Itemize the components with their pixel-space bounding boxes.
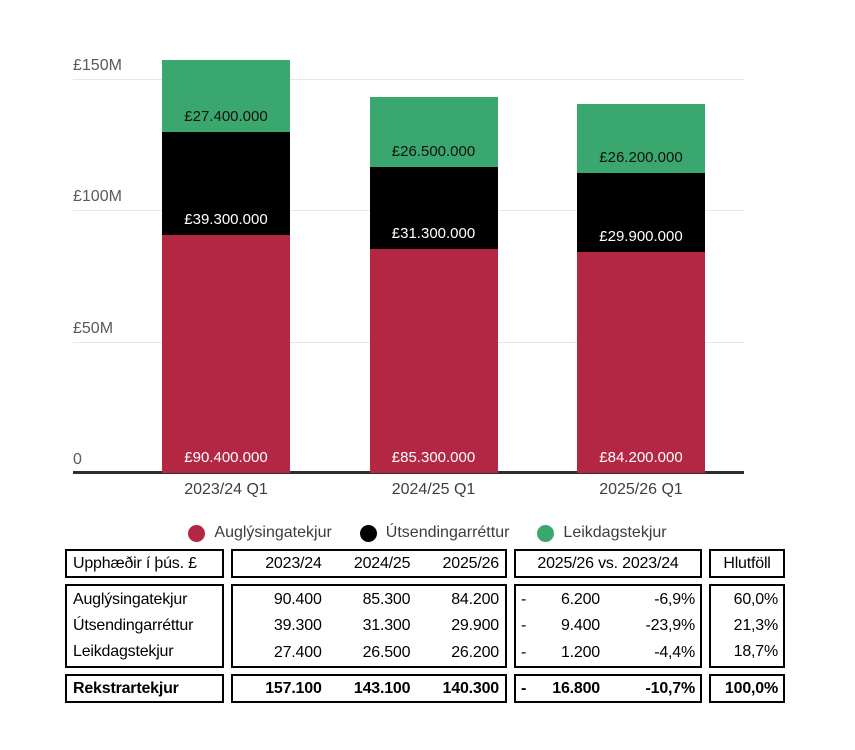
comparison-header: 2025/26 vs. 2023/24 [537,554,679,572]
bar-segment-utsendingarrettur[interactable]: £39.300.000 [162,132,290,236]
bar-value-label: £84.200.000 [599,448,683,466]
cell-value: 85.300 [362,591,411,609]
ratio-value: 21,3% [733,617,779,634]
table-body-ratios: 60,0% 21,3% 18,7% [709,584,785,668]
bar-segment-leikdagstekjur[interactable]: £27.400.000 [162,60,290,133]
year-header: 2023/24 [265,554,322,572]
row-label: Útsendingarréttur [73,617,194,634]
delta-sign: - [521,643,527,661]
legend-dot-icon [359,524,377,542]
bar-value-label: £29.900.000 [599,227,683,245]
cell-value: 29.900 [451,617,499,635]
legend-item-utsendingarrettur[interactable]: Útsendingarréttur [359,524,510,542]
bar-segment-utsendingarrettur[interactable]: £31.300.000 [369,166,498,249]
table-total-label: Rekstrartekjur [65,674,224,703]
cell-value: 27.400 [273,643,322,661]
x-axis-tick-label: 2025/26 Q1 [599,481,683,498]
stacked-bar: £26.500.000 £31.300.000 £85.300.000 [369,96,498,473]
bar-value-label: £26.200.000 [599,149,683,167]
total-ratio-value: 100,0% [724,679,778,697]
legend-dot-icon [537,524,555,542]
bar-value-label: £39.300.000 [184,211,268,229]
bar-segment-auglysingatekjur[interactable]: £84.200.000 [577,251,705,473]
bar-value-label: £85.300.000 [391,448,476,466]
ratio-header: Hlutföll [723,554,771,572]
bar-segment-leikdagstekjur[interactable]: £26.200.000 [577,104,705,174]
stacked-bar: £27.400.000 £39.300.000 £90.400.000 [162,60,290,473]
year-header: 2024/25 [353,554,411,572]
y-axis-tick-label: £100M [73,188,122,206]
y-axis-tick-label: 0 [73,451,82,468]
legend-label: Auglýsingatekjur [214,524,332,541]
summary-table: Upphæðir í þús. £ 2023/24 2024/25 2025/2… [65,549,785,703]
delta-sign: - [521,591,527,609]
legend-dot-icon [188,524,206,542]
cell-value: 26.500 [362,643,411,661]
table-body-values: 90.400 85.300 84.200 39.300 31.300 29.90… [231,584,507,668]
stacked-bar: £26.200.000 £29.900.000 £84.200.000 [577,104,705,473]
y-axis-tick-label: £50M [73,319,114,337]
table-total-values: 157.100 143.100 140.300 [231,674,507,703]
table-header-ratio: Hlutföll [709,549,785,578]
table-total-ratio: 100,0% [709,674,785,703]
bar-value-label: £27.400.000 [184,108,268,126]
table-body-comparison: - 6.200 -6,9% - 9.400 -23,9% - 1.200 -4,… [514,584,702,668]
stacked-bar-chart: Auglýsingatekjur Útsendingarréttur Leikdag… [0,56,855,547]
y-axis-tick-label: £150M [73,56,122,74]
total-value: 157.100 [265,679,322,697]
bar-segment-auglysingatekjur[interactable]: £85.300.000 [369,248,498,473]
table-body-labels: Auglýsingatekjur Útsendingarréttur Leikd… [65,584,224,668]
cell-value: 31.300 [362,617,411,635]
delta-value: 6.200 [560,591,600,609]
total-delta-value: 16.800 [552,680,600,697]
delta-value: 1.200 [560,643,600,661]
legend-item-leikdagstekjur[interactable]: Leikdagstekjur [537,524,667,542]
cell-value: 26.200 [451,643,499,661]
table-total-comparison: - 16.800 -10,7% [514,674,702,703]
delta-sign: - [521,617,527,635]
bar-segment-leikdagstekjur[interactable]: £26.500.000 [369,96,498,167]
total-delta-percent: -10,7% [645,680,696,697]
row-label: Auglýsingatekjur [73,591,188,608]
bar-value-label: £90.400.000 [184,448,268,466]
total-value: 143.100 [353,679,411,697]
units-label: Upphæðir í þús. £ [73,554,197,572]
year-header: 2025/26 [442,554,500,572]
table-header-units: Upphæðir í þús. £ [65,549,224,578]
x-axis-tick-label: 2023/24 Q1 [184,481,268,498]
delta-percent: -6,9% [654,591,695,609]
cell-value: 84.200 [451,591,499,609]
delta-percent: -4,4% [654,643,695,661]
bar-value-label: £26.500.000 [391,142,476,160]
cell-value: 39.300 [273,617,322,635]
table-header-comparison: 2025/26 vs. 2023/24 [514,549,702,578]
ratio-value: 18,7% [733,643,779,660]
delta-value: 9.400 [560,617,600,635]
row-label: Leikdagstekjur [73,643,174,660]
bar-segment-auglysingatekjur[interactable]: £90.400.000 [162,235,290,473]
x-axis-tick-label: 2024/25 Q1 [391,481,476,498]
legend-item-auglysingatekjur[interactable]: Auglýsingatekjur [188,524,332,542]
bar-segment-utsendingarrettur[interactable]: £29.900.000 [577,173,705,252]
chart-legend: Auglýsingatekjur Útsendingarréttur Leikdag… [0,519,855,547]
gridline [73,78,744,80]
total-label: Rekstrartekjur [73,679,179,697]
delta-percent: -23,9% [645,617,696,635]
table-header-years: 2023/24 2024/25 2025/26 [231,549,507,578]
cell-value: 90.400 [273,591,322,609]
ratio-value: 60,0% [733,591,779,608]
total-value: 140.300 [442,679,500,697]
legend-label: Útsendingarréttur [385,524,510,541]
legend-label: Leikdagstekjur [563,524,667,541]
total-delta-sign: - [521,680,527,697]
bar-value-label: £31.300.000 [391,224,476,242]
